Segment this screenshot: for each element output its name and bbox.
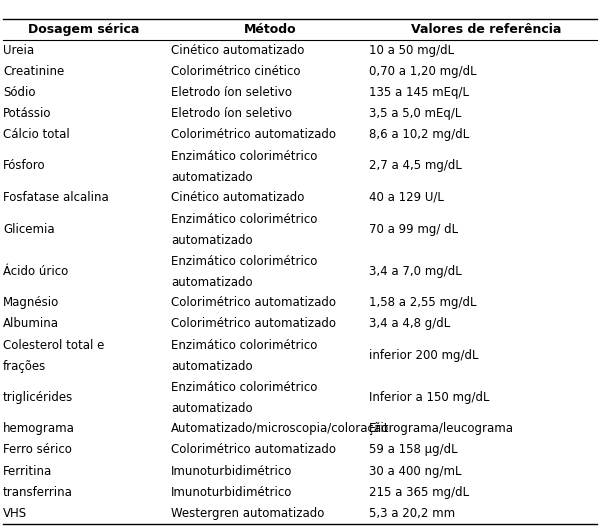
Text: Eritrograma/leucograma: Eritrograma/leucograma [369, 422, 514, 436]
Text: Enzimático colorimétrico: Enzimático colorimétrico [171, 213, 317, 226]
Text: Método: Método [244, 23, 296, 36]
Text: Ureia: Ureia [3, 43, 34, 57]
Text: 30 a 400 ng/mL: 30 a 400 ng/mL [369, 464, 461, 478]
Text: 8,6 a 10,2 mg/dL: 8,6 a 10,2 mg/dL [369, 128, 469, 141]
Text: Enzimático colorimétrico: Enzimático colorimétrico [171, 255, 317, 268]
Text: Ácido úrico: Ácido úrico [3, 264, 68, 278]
Text: Colorimétrico automatizado: Colorimétrico automatizado [171, 317, 336, 330]
Text: Colorimétrico automatizado: Colorimétrico automatizado [171, 444, 336, 456]
Text: 3,4 a 7,0 mg/dL: 3,4 a 7,0 mg/dL [369, 264, 462, 278]
Text: transferrina: transferrina [3, 485, 73, 499]
Text: Albumina: Albumina [3, 317, 59, 330]
Text: 10 a 50 mg/dL: 10 a 50 mg/dL [369, 43, 454, 57]
Text: Enzimático colorimétrico: Enzimático colorimétrico [171, 382, 317, 394]
Text: Westergren automatizado: Westergren automatizado [171, 507, 325, 519]
Text: Cálcio total: Cálcio total [3, 128, 70, 141]
Text: 59 a 158 μg/dL: 59 a 158 μg/dL [369, 444, 458, 456]
Text: Glicemia: Glicemia [3, 223, 55, 235]
Text: inferior 200 mg/dL: inferior 200 mg/dL [369, 349, 479, 362]
Text: Enzimático colorimétrico: Enzimático colorimétrico [171, 339, 317, 352]
Text: Automatizado/microscopia/coloração: Automatizado/microscopia/coloração [171, 422, 389, 436]
Text: Eletrodo íon seletivo: Eletrodo íon seletivo [171, 107, 292, 120]
Text: Colorimétrico cinético: Colorimétrico cinético [171, 65, 301, 78]
Text: Fósforo: Fósforo [3, 160, 46, 172]
Text: 1,58 a 2,55 mg/dL: 1,58 a 2,55 mg/dL [369, 296, 476, 309]
Text: VHS: VHS [3, 507, 27, 519]
Text: automatizado: automatizado [171, 360, 253, 373]
Text: Colesterol total e: Colesterol total e [3, 339, 104, 352]
Text: Dosagem sérica: Dosagem sérica [28, 23, 140, 36]
Text: Ferro sérico: Ferro sérico [3, 444, 72, 456]
Text: automatizado: automatizado [171, 171, 253, 184]
Text: 215 a 365 mg/dL: 215 a 365 mg/dL [369, 485, 469, 499]
Text: Fosfatase alcalina: Fosfatase alcalina [3, 191, 109, 204]
Text: Cinético automatizado: Cinético automatizado [171, 43, 304, 57]
Text: automatizado: automatizado [171, 402, 253, 416]
Text: automatizado: automatizado [171, 234, 253, 247]
Text: 40 a 129 U/L: 40 a 129 U/L [369, 191, 444, 204]
Text: Imunoturbidimétrico: Imunoturbidimétrico [171, 464, 292, 478]
Text: Creatinine: Creatinine [3, 65, 64, 78]
Text: 2,7 a 4,5 mg/dL: 2,7 a 4,5 mg/dL [369, 160, 462, 172]
Text: 3,5 a 5,0 mEq/L: 3,5 a 5,0 mEq/L [369, 107, 461, 120]
Text: Imunoturbidimétrico: Imunoturbidimétrico [171, 485, 292, 499]
Text: Sódio: Sódio [3, 86, 35, 99]
Text: 135 a 145 mEq/L: 135 a 145 mEq/L [369, 86, 469, 99]
Text: triglicérides: triglicérides [3, 391, 73, 404]
Text: Cinético automatizado: Cinético automatizado [171, 191, 304, 204]
Text: 5,3 a 20,2 mm: 5,3 a 20,2 mm [369, 507, 455, 519]
Text: Magnésio: Magnésio [3, 296, 59, 309]
Text: 3,4 a 4,8 g/dL: 3,4 a 4,8 g/dL [369, 317, 450, 330]
Text: Ferritina: Ferritina [3, 464, 52, 478]
Text: hemograma: hemograma [3, 422, 75, 436]
Text: Potássio: Potássio [3, 107, 52, 120]
Text: Valores de referência: Valores de referência [411, 23, 561, 36]
Text: Enzimático colorimétrico: Enzimático colorimétrico [171, 150, 317, 163]
Text: frações: frações [3, 360, 46, 373]
Text: 70 a 99 mg/ dL: 70 a 99 mg/ dL [369, 223, 458, 235]
Text: 0,70 a 1,20 mg/dL: 0,70 a 1,20 mg/dL [369, 65, 476, 78]
Text: Eletrodo íon seletivo: Eletrodo íon seletivo [171, 86, 292, 99]
Text: Colorimétrico automatizado: Colorimétrico automatizado [171, 128, 336, 141]
Text: automatizado: automatizado [171, 276, 253, 289]
Text: Inferior a 150 mg/dL: Inferior a 150 mg/dL [369, 391, 490, 404]
Text: Colorimétrico automatizado: Colorimétrico automatizado [171, 296, 336, 309]
